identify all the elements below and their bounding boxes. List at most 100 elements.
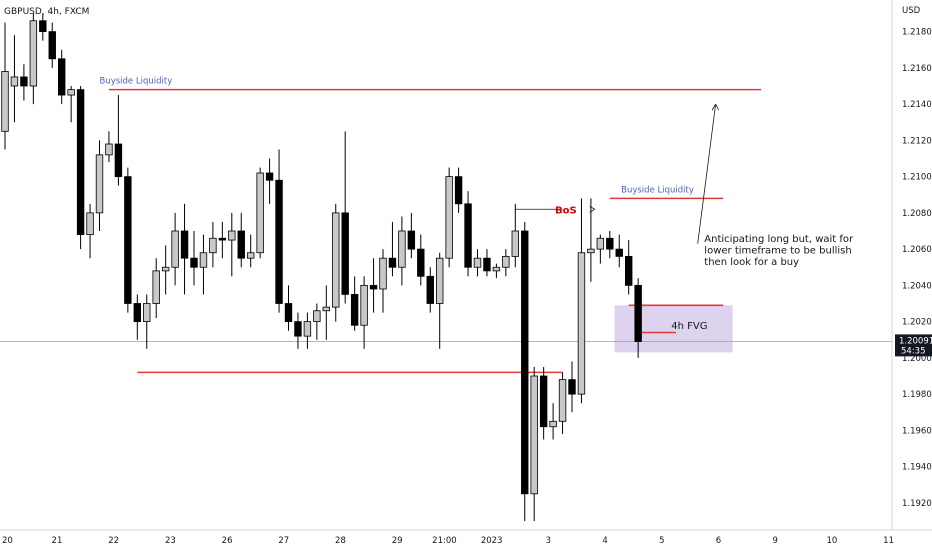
candle[interactable] (521, 221, 529, 521)
candle[interactable] (596, 234, 605, 264)
candle-body-bull (86, 212, 94, 236)
candle[interactable] (180, 203, 189, 295)
candle[interactable] (256, 167, 264, 259)
candle[interactable] (114, 95, 123, 186)
candle[interactable] (549, 403, 557, 440)
candle-body-bull (549, 420, 557, 428)
time-axis[interactable]: 20 21 22 23 26 27 28 29 21:00 2023 3 4 5 6 9 10 11 (0, 529, 932, 546)
time-tick: 29 (392, 536, 403, 546)
candle[interactable] (171, 212, 179, 286)
candle-body-bull (492, 266, 501, 272)
candle-body-bull (530, 375, 538, 495)
candle[interactable] (265, 158, 274, 204)
candle[interactable] (95, 140, 104, 231)
candle[interactable] (426, 267, 434, 313)
candle-body-bull (67, 89, 75, 96)
candle[interactable] (1, 22, 9, 150)
candle[interactable] (322, 285, 330, 340)
candle[interactable] (577, 198, 586, 404)
candle[interactable] (228, 212, 236, 277)
candle[interactable] (10, 35, 19, 123)
candle[interactable] (417, 234, 425, 286)
candle[interactable] (105, 131, 113, 163)
candle[interactable] (58, 49, 66, 105)
candle[interactable] (209, 221, 217, 268)
candle[interactable] (143, 294, 151, 349)
candle[interactable] (360, 276, 368, 349)
candle-body-bull (577, 252, 586, 395)
candle[interactable] (435, 252, 444, 349)
candle[interactable] (152, 258, 160, 318)
candle[interactable] (625, 240, 633, 295)
candle[interactable] (48, 22, 56, 68)
candle-body-bear (218, 237, 227, 241)
candle-body-bear (625, 255, 633, 286)
candle[interactable] (558, 372, 567, 434)
analysis-note-line: lower timeframe to be bullish (704, 245, 851, 256)
candle[interactable] (161, 245, 170, 295)
candle[interactable] (473, 249, 482, 277)
candle[interactable] (67, 86, 75, 123)
candle-body-bull (199, 252, 208, 268)
candle[interactable] (502, 249, 510, 277)
candle[interactable] (407, 212, 416, 259)
candle[interactable] (539, 366, 548, 440)
time-tick: 26 (222, 536, 233, 546)
candle[interactable] (606, 231, 614, 259)
candle[interactable] (398, 216, 406, 286)
candle[interactable] (199, 234, 208, 295)
price-tick: 1.19400 (902, 463, 932, 473)
candle-body-bear (454, 176, 463, 205)
candle-body-bear (606, 237, 614, 250)
candle[interactable] (379, 249, 387, 313)
candle-body-bear (133, 303, 141, 323)
bos-label: BoS (555, 205, 577, 216)
candle[interactable] (275, 149, 283, 313)
candle[interactable] (350, 276, 359, 331)
buyside-liquidity-label-1: Buyside Liquidity (100, 77, 173, 87)
candle[interactable] (294, 312, 302, 349)
candle-body-bull (360, 284, 368, 326)
candle[interactable] (284, 285, 293, 331)
candle[interactable] (615, 234, 623, 268)
candle[interactable] (341, 131, 349, 304)
candle[interactable] (246, 234, 255, 268)
candle[interactable] (388, 221, 397, 277)
candle[interactable] (454, 167, 463, 213)
candle[interactable] (445, 167, 453, 268)
candle[interactable] (313, 303, 321, 340)
candle[interactable] (218, 221, 227, 259)
candle[interactable] (530, 366, 538, 521)
candle[interactable] (29, 13, 38, 105)
candle[interactable] (124, 167, 132, 313)
candle[interactable] (464, 191, 472, 277)
candle[interactable] (86, 203, 94, 259)
candle[interactable] (133, 294, 141, 340)
candle[interactable] (492, 263, 501, 279)
time-tick: 10 (826, 536, 837, 546)
candle[interactable] (190, 231, 198, 286)
candle-body-bear (294, 321, 302, 337)
candle[interactable] (369, 258, 378, 313)
candle[interactable] (587, 198, 595, 282)
current-price-value: 1.20091 (899, 336, 932, 346)
candle[interactable] (511, 203, 519, 268)
candle-body-bull (143, 303, 151, 323)
candle-body-bear (114, 143, 123, 178)
candle[interactable] (76, 86, 85, 250)
price-axis[interactable]: 1.19200 1.19400 1.19600 1.19800 1.20000 1.202… (891, 0, 932, 530)
candle[interactable] (634, 278, 642, 358)
candle[interactable] (39, 13, 47, 41)
candle[interactable] (303, 312, 312, 349)
candle[interactable] (20, 64, 28, 101)
fvg-zone (614, 305, 733, 353)
candle[interactable] (332, 203, 340, 322)
candle[interactable] (568, 361, 576, 413)
candle[interactable] (483, 249, 491, 277)
candles-layer[interactable] (1, 13, 642, 522)
candle[interactable] (237, 212, 245, 268)
time-tick: 2023 (481, 536, 503, 546)
price-tick: 1.20200 (902, 318, 932, 328)
